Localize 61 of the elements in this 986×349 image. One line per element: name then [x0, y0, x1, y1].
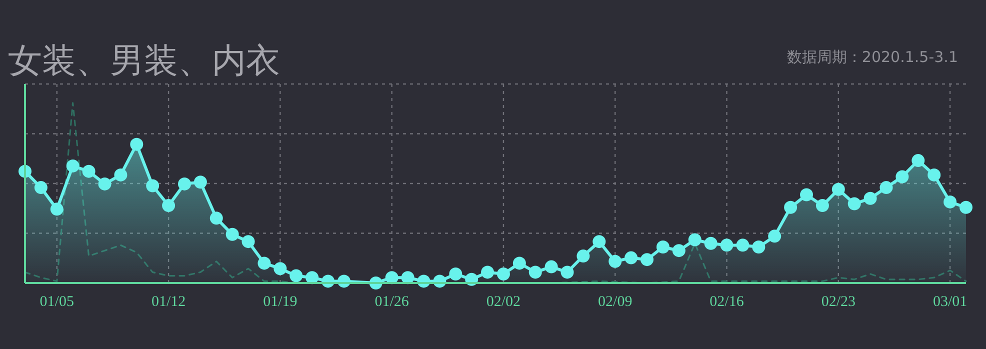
x-tick-label: 01/12	[151, 294, 186, 310]
point	[672, 244, 686, 258]
point	[624, 251, 638, 264]
point	[912, 154, 925, 168]
point	[800, 188, 814, 202]
point	[146, 179, 160, 192]
point	[50, 202, 64, 216]
point	[816, 199, 829, 212]
point	[34, 181, 48, 194]
point	[752, 240, 766, 254]
point	[944, 195, 957, 208]
point	[832, 182, 845, 196]
point	[928, 168, 941, 182]
text: 数据周期：2020.1.5-3.1	[786, 48, 958, 66]
point	[512, 256, 526, 270]
x-tick-label: 01/05	[40, 294, 74, 310]
point	[608, 254, 622, 268]
point	[864, 192, 877, 205]
point	[880, 181, 893, 194]
point	[449, 267, 462, 280]
point	[210, 212, 223, 225]
point	[306, 271, 319, 284]
point	[656, 240, 670, 254]
chart-title: 女装、男装、内衣	[8, 41, 280, 81]
x-tick-label: 03/01	[932, 294, 968, 310]
x-tick-label: 02/09	[598, 294, 632, 310]
point	[784, 200, 798, 214]
x-tick-label: 01/26	[374, 294, 410, 310]
point	[496, 267, 510, 280]
point	[592, 235, 606, 248]
point	[242, 235, 255, 248]
point	[640, 253, 654, 266]
point	[896, 170, 909, 184]
x-tick-label: 02/16	[710, 294, 744, 310]
point	[114, 168, 128, 182]
point	[274, 262, 287, 276]
point	[688, 233, 702, 246]
point	[960, 200, 972, 214]
point	[82, 164, 96, 178]
x-tick-label: 02/23	[821, 294, 856, 310]
point	[544, 260, 558, 274]
point	[848, 197, 861, 210]
point	[194, 176, 207, 189]
point	[720, 238, 734, 252]
point	[178, 177, 191, 190]
point	[290, 269, 303, 282]
point	[576, 249, 590, 262]
point	[481, 266, 494, 279]
point	[768, 230, 782, 243]
point	[98, 177, 112, 190]
point	[258, 256, 271, 270]
point	[66, 159, 80, 172]
point	[162, 199, 176, 212]
point	[704, 236, 718, 250]
point	[560, 266, 574, 279]
x-tick-label: 02/02	[486, 294, 521, 310]
point	[528, 266, 542, 279]
point	[130, 138, 144, 151]
x-tick-label: 01/19	[263, 294, 298, 310]
point	[736, 238, 750, 252]
point	[226, 228, 239, 241]
